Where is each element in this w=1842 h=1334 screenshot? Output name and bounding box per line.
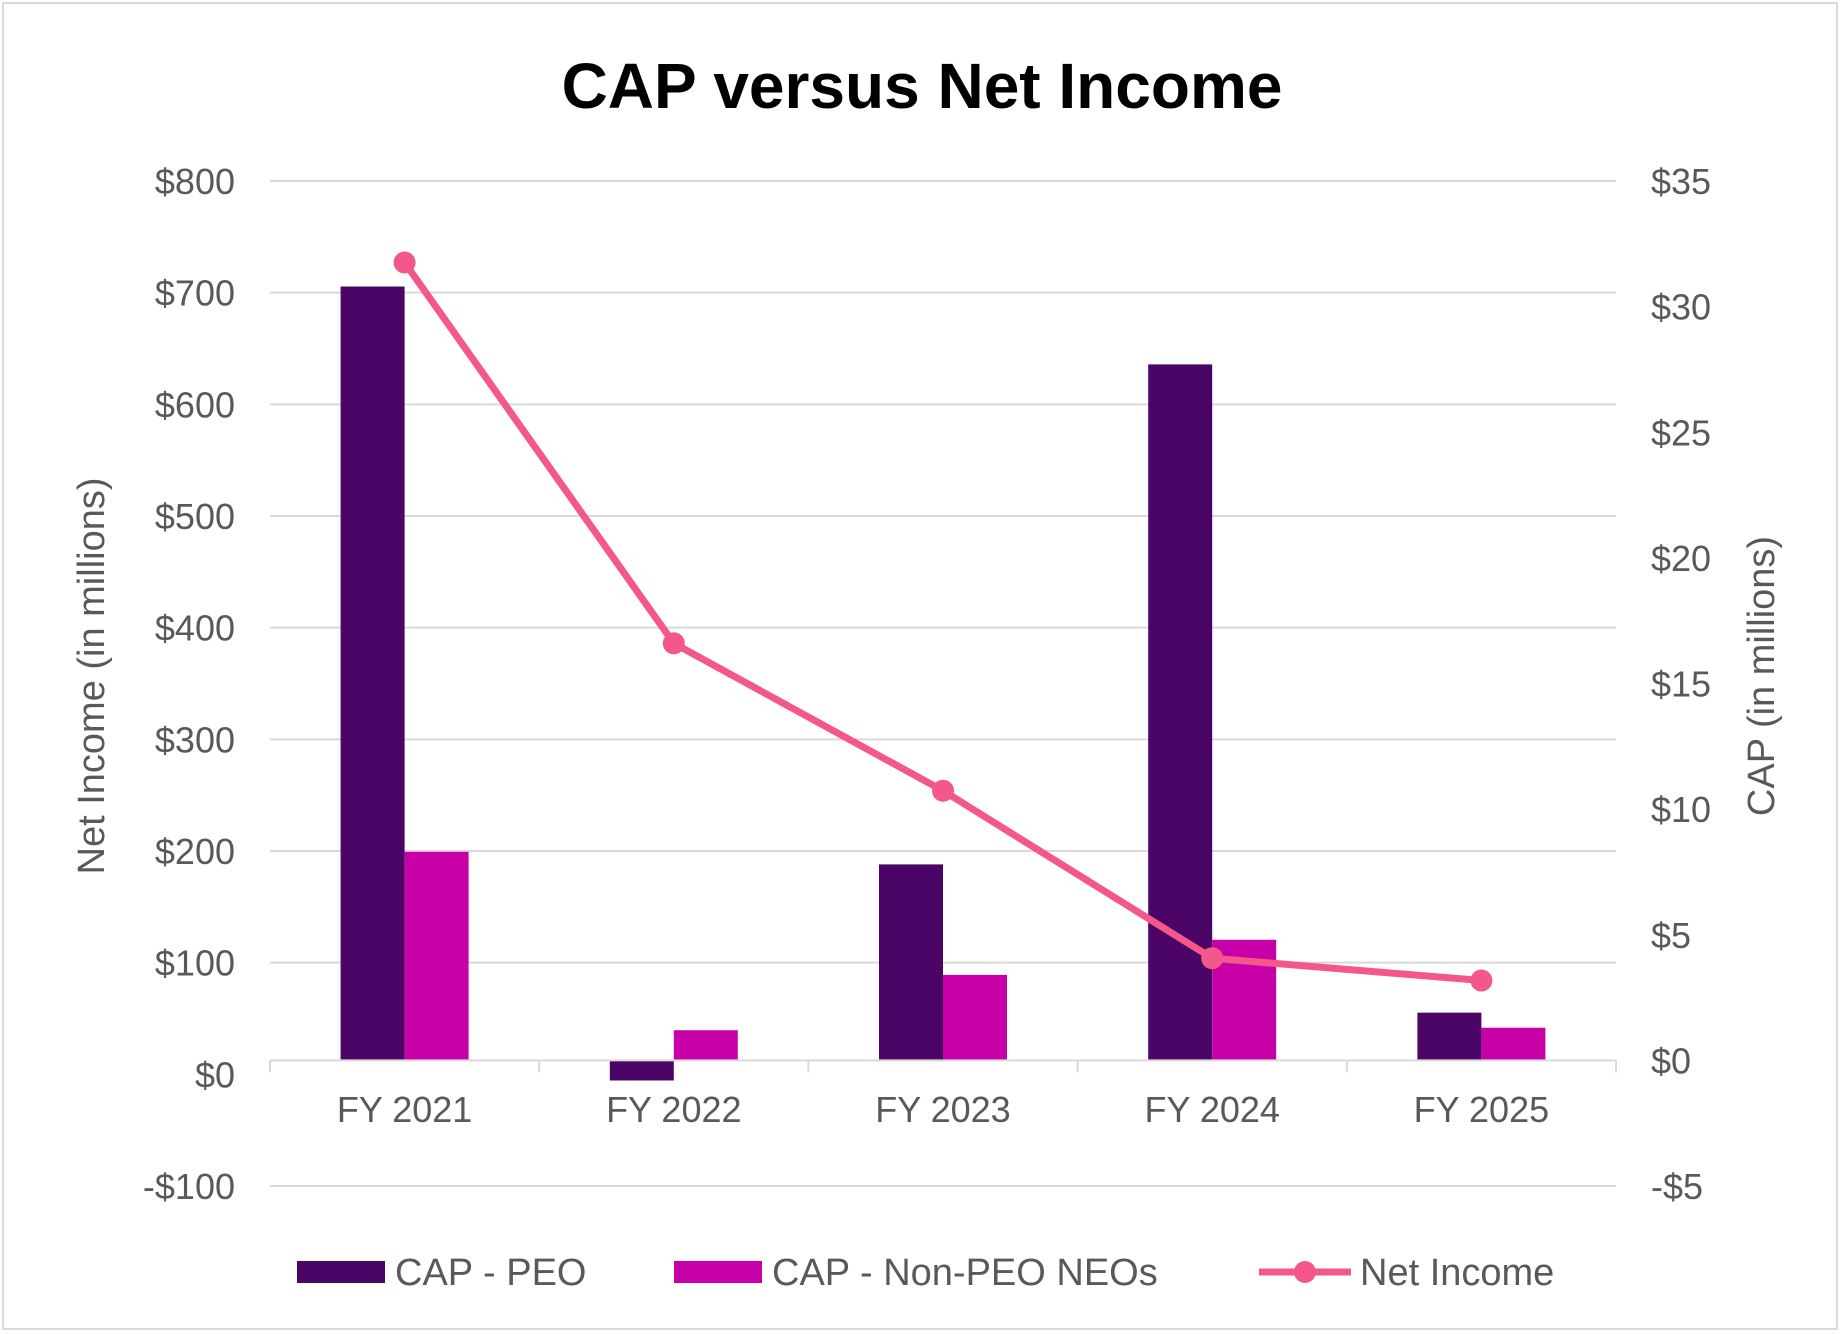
x-tick-label: FY 2021 [337,1089,472,1130]
y-left-tick-label: $100 [155,943,235,984]
y-right-tick-label: $10 [1651,789,1711,830]
legend-marker [1294,1261,1316,1283]
y-right-tick-label: $15 [1651,664,1711,705]
y-left-tick-label: $600 [155,384,235,425]
chart-title: CAP versus Net Income [562,50,1283,122]
y-right-tick-label: $20 [1651,538,1711,579]
y-left-tick-label: -$100 [143,1166,235,1207]
legend-label: CAP - Non-PEO NEOs [772,1252,1158,1294]
gridlines [270,180,1616,1187]
legend: CAP - PEO CAP - Non-PEO NEOs Net Income [297,1252,1554,1294]
y-right-tick-label: $30 [1651,287,1711,328]
bar-cap-peo [340,286,405,1061]
chart-canvas: CAP versus Net Income FY 2021 FY 2022 FY 2… [71,50,1783,1294]
y-axis-right: -$5 $0 $5 $10 $15 $20 $25 $30 $35 [1651,161,1711,1207]
net-income-point [662,632,685,655]
y-right-tick-label: $35 [1651,161,1711,202]
bars [340,286,1546,1081]
bar-cap-peo [609,1060,674,1081]
y-right-tick-label: $25 [1651,412,1711,453]
y-left-tick-label: $0 [195,1054,235,1095]
legend-swatch [297,1261,385,1283]
bar-cap-non-peo-neos [673,1030,738,1061]
y-right-tick-label: $5 [1651,915,1691,956]
net-income-point [1201,947,1224,970]
x-tick-label: FY 2023 [875,1089,1010,1130]
bar-cap-peo [1417,1012,1482,1061]
x-tick-label: FY 2025 [1414,1089,1549,1130]
y-left-tick-label: $700 [155,273,235,314]
net-income-point [393,251,416,274]
y-axis-right-title: CAP (in millions) [1741,536,1783,816]
bar-cap-non-peo-neos [1481,1027,1546,1061]
legend-label: Net Income [1360,1252,1554,1294]
legend-swatch [674,1261,762,1283]
net-income-line [393,251,1493,992]
y-left-tick-label: $800 [155,161,235,202]
y-axis-left-title: Net Income (in millions) [71,478,113,875]
x-tick-label: FY 2022 [606,1089,741,1130]
net-income-point [1470,969,1493,992]
legend-label: CAP - PEO [395,1252,586,1294]
bar-cap-peo [879,864,943,1061]
net-income-point [932,779,954,802]
y-axis-left: -$100 $0 $100 $200 $300 $400 $500 $600 $700 $800 [143,161,235,1207]
y-right-tick-label: $0 [1651,1040,1691,1081]
y-right-tick-label: -$5 [1651,1166,1703,1207]
y-left-tick-label: $500 [155,496,235,537]
y-left-tick-label: $400 [155,608,235,649]
bar-cap-peo [1148,364,1213,1061]
bar-cap-non-peo-neos [943,974,1007,1061]
x-axis: FY 2021 FY 2022 FY 2023 FY 2024 FY 2025 [269,1059,1617,1130]
y-left-tick-label: $300 [155,719,235,760]
x-tick-label: FY 2024 [1144,1089,1279,1130]
bar-cap-non-peo-neos [404,851,469,1061]
y-left-tick-label: $200 [155,831,235,872]
